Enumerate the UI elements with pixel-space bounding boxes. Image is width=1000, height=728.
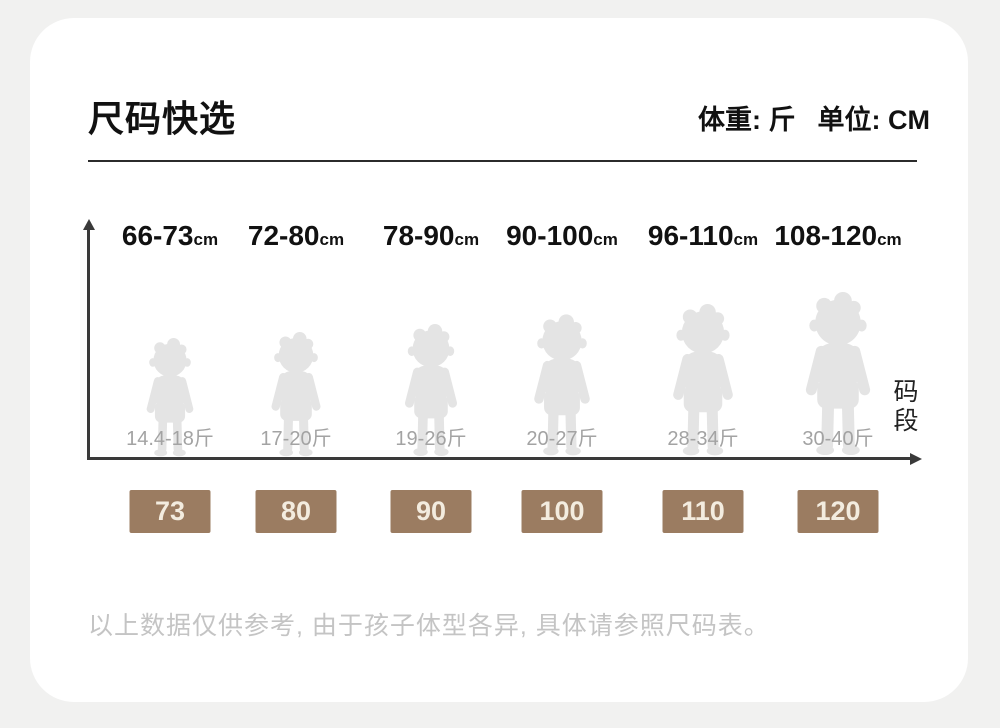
size-column: 108-120cm 30-40斤 120 bbox=[763, 214, 913, 536]
size-chart-card: 尺码快选 体重: 斤单位: CM 码段 66-73cm 14.4-18斤 73 … bbox=[30, 18, 968, 702]
x-axis-line bbox=[87, 457, 912, 460]
weight-range-label: 20-27斤 bbox=[526, 428, 598, 450]
size-code-badge: 80 bbox=[255, 490, 337, 533]
jin-unit: 斤 bbox=[853, 428, 874, 450]
weight-range-label: 17-20斤 bbox=[260, 428, 332, 450]
y-axis-arrow-icon bbox=[82, 219, 95, 230]
weight-range-label: 30-40斤 bbox=[802, 428, 874, 450]
x-axis-label: 码段 bbox=[893, 378, 919, 435]
height-range-label: 96-110cm bbox=[647, 220, 759, 251]
size-code-badge: 120 bbox=[797, 490, 879, 533]
weight-range-label: 14.4-18斤 bbox=[126, 428, 214, 450]
page-title: 尺码快选 bbox=[88, 98, 237, 139]
cm-unit: cm bbox=[454, 230, 480, 249]
weight-unit-label: 体重: 斤 bbox=[698, 105, 796, 135]
size-column: 96-110cm 28-34斤 110 bbox=[628, 214, 778, 536]
size-code-badge: 110 bbox=[662, 490, 744, 533]
size-column: 66-73cm 14.4-18斤 73 bbox=[95, 214, 245, 536]
height-range-label: 90-100cm bbox=[506, 220, 618, 251]
jin-unit: 斤 bbox=[718, 428, 739, 450]
disclaimer-text: 以上数据仅供参考, 由于孩子体型各异, 具体请参照尺码表。 bbox=[88, 612, 770, 640]
cm-unit: cm bbox=[319, 230, 345, 249]
height-range-label: 66-73cm bbox=[121, 220, 219, 251]
size-code-badge: 100 bbox=[521, 490, 603, 533]
size-code-badge: 73 bbox=[129, 490, 211, 533]
size-column: 72-80cm 17-20斤 80 bbox=[221, 214, 371, 536]
weight-range-label: 19-26斤 bbox=[395, 428, 467, 450]
height-range-label: 108-120cm bbox=[774, 220, 902, 251]
size-unit-label: 单位: CM bbox=[817, 105, 930, 135]
y-axis-line bbox=[87, 228, 90, 460]
size-column: 90-100cm 20-27斤 100 bbox=[487, 214, 637, 536]
jin-unit: 斤 bbox=[311, 428, 332, 450]
x-axis-arrow-icon bbox=[910, 452, 922, 465]
jin-unit: 斤 bbox=[446, 428, 467, 450]
cm-unit: cm bbox=[733, 230, 759, 249]
cm-unit: cm bbox=[877, 230, 902, 249]
cm-unit: cm bbox=[193, 230, 219, 249]
units-legend: 体重: 斤单位: CM bbox=[698, 98, 930, 137]
height-range-label: 72-80cm bbox=[247, 220, 345, 251]
height-range-label: 78-90cm bbox=[382, 220, 480, 251]
jin-unit: 斤 bbox=[577, 428, 598, 450]
jin-unit: 斤 bbox=[193, 428, 214, 450]
size-code-badge: 90 bbox=[390, 490, 472, 533]
size-column: 78-90cm 19-26斤 90 bbox=[356, 214, 506, 536]
header-divider bbox=[88, 160, 917, 162]
cm-unit: cm bbox=[593, 230, 618, 249]
weight-range-label: 28-34斤 bbox=[667, 428, 739, 450]
